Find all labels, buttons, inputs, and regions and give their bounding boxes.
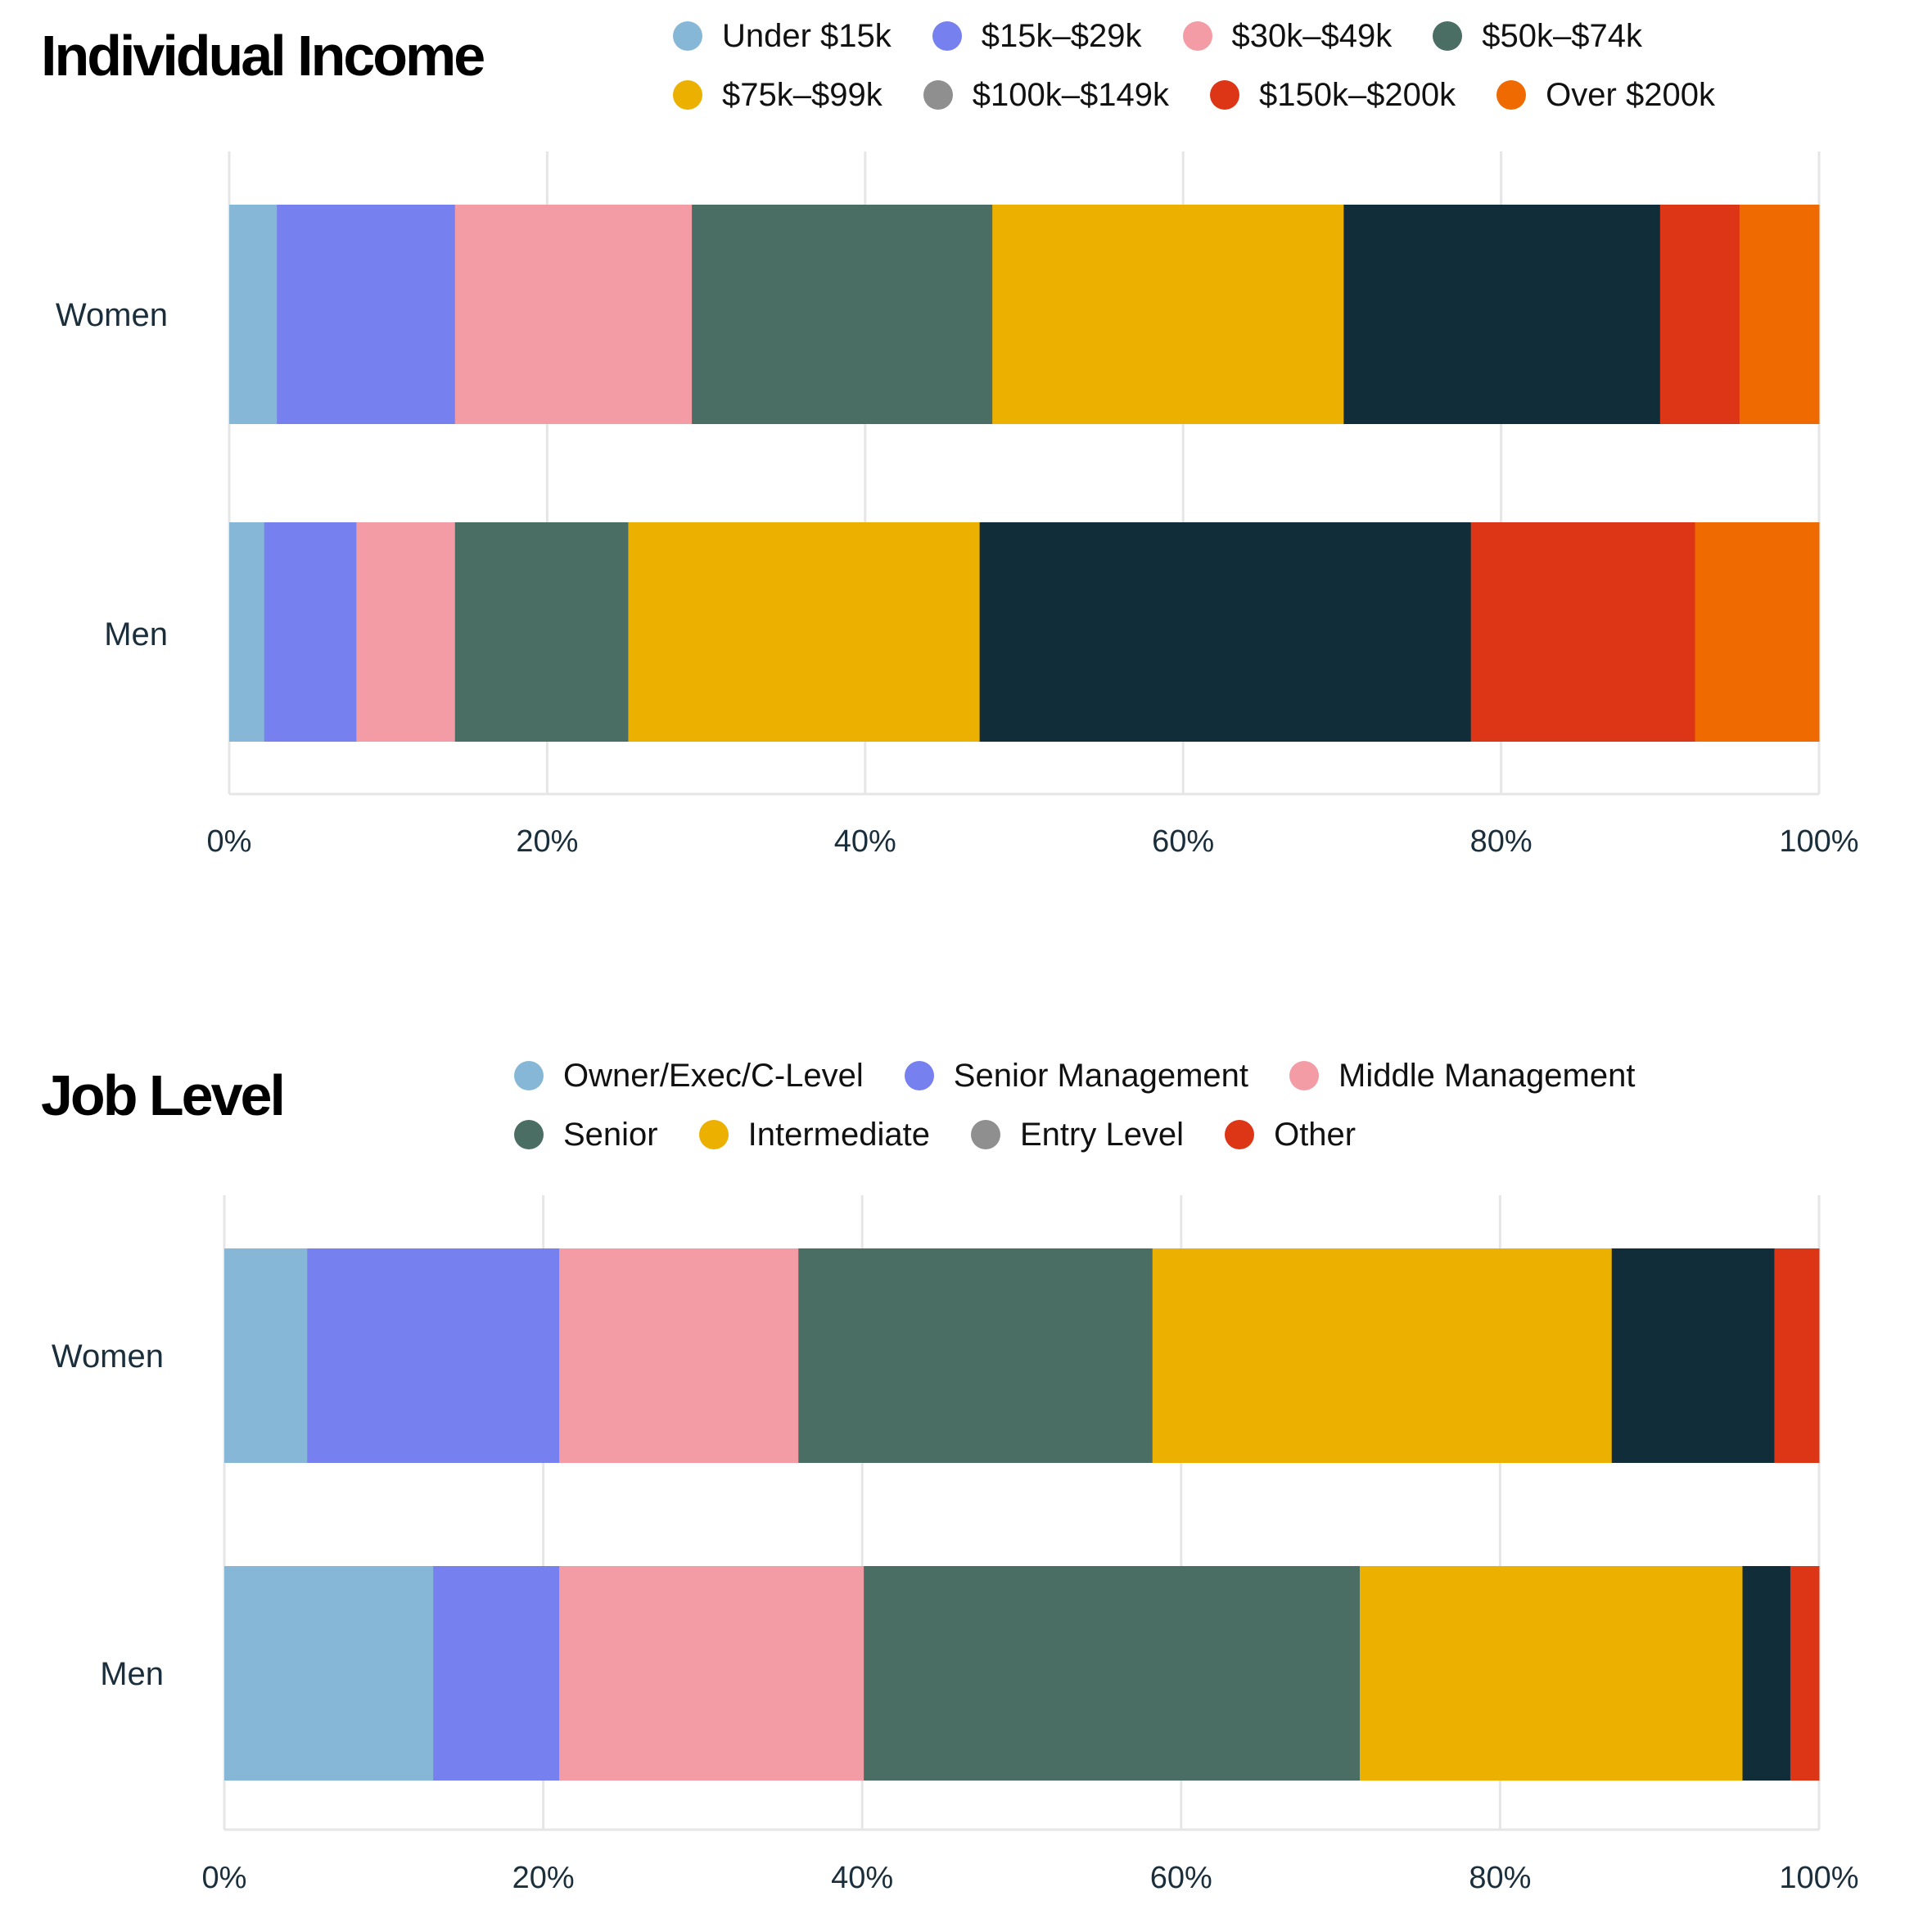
legend-item-owner-exec-c-level: Owner/Exec/C-Level (514, 1046, 864, 1105)
x-tick-label: 0% (202, 1861, 247, 1895)
legend-label: Over $200k (1546, 76, 1715, 113)
legend-item-senior-management: Senior Management (904, 1046, 1249, 1105)
legend-label: Under $15k (722, 17, 892, 54)
x-tick-label: 60% (1152, 824, 1214, 859)
legend-label: Middle Management (1338, 1057, 1636, 1094)
legend-swatch (1209, 80, 1239, 110)
bar-segment-men-owner-exec-c-level (224, 1566, 434, 1781)
bar-segment-women-75k-99k (992, 205, 1344, 424)
x-tick-label: 40% (834, 824, 896, 859)
bar-segment-men-50k-74k (454, 522, 629, 742)
bar-segment-women-middle-management (559, 1248, 799, 1463)
x-tick-label: 80% (1470, 824, 1533, 859)
legend-swatch (932, 21, 962, 51)
legend-label: Entry Level (1019, 1116, 1185, 1153)
x-tick-label: 60% (1150, 1861, 1212, 1895)
legend-item-middle-management: Middle Management (1289, 1046, 1635, 1105)
job-level-legend: Owner/Exec/C-Level Senior Management Middl… (514, 1046, 1791, 1164)
legend-swatch (673, 80, 702, 110)
bar-segment-women-under-15k (229, 205, 278, 424)
bar-segment-men-30k-49k (356, 522, 456, 742)
bar-segment-women-other (1774, 1248, 1820, 1463)
legend-swatch (673, 21, 702, 51)
legend-item-entry-level: Entry Level (970, 1105, 1185, 1164)
bar-segment-women-150k-200k (1659, 205, 1740, 424)
legend-swatch (1289, 1061, 1320, 1090)
bar-segment-women-100k-149k (1343, 205, 1661, 424)
x-tick-label: 80% (1469, 1861, 1531, 1895)
legend-swatch (1496, 80, 1527, 110)
bar-segment-men-over-200k (1695, 522, 1820, 742)
legend-item-intermediate: Intermediate (698, 1105, 930, 1164)
legend-label: $100k–$149k (972, 76, 1169, 113)
x-tick-label: 100% (1779, 824, 1858, 859)
bar-segment-women-intermediate (1152, 1248, 1613, 1463)
legend-label: $15k–$29k (981, 17, 1142, 54)
x-tick-label: 20% (516, 824, 578, 859)
legend-label: Owner/Exec/C-Level (563, 1057, 864, 1094)
legend-swatch (514, 1061, 544, 1090)
legend-item-over-200k: Over $200k (1496, 65, 1715, 124)
job-level-chart: Job Level Owner/Exec/C-Level Senior Manag… (0, 966, 1914, 1932)
category-label-men: Men (104, 616, 168, 652)
legend-swatch (698, 1120, 729, 1149)
bar-segment-men-intermediate (1359, 1566, 1743, 1781)
bar-segment-men-other (1790, 1566, 1820, 1781)
legend-swatch (514, 1120, 544, 1149)
legend-item-30k-49k: $30k–$49k (1182, 7, 1393, 65)
legend-item-100k-149k: $100k–$149k (923, 65, 1169, 124)
bar-segment-men-senior-management (433, 1566, 560, 1781)
job-level-plot: 0% 20% 40% 60% 80% 100% Women Men (52, 1195, 1859, 1895)
legend-item-other: Other (1225, 1105, 1356, 1164)
legend-item-75k-99k: $75k–$99k (673, 65, 883, 124)
income-plot: 0% 20% 40% 60% 80% 100% Women Men (56, 151, 1859, 859)
legend-label: $30k–$49k (1231, 17, 1393, 54)
category-label-women: Women (52, 1338, 164, 1375)
x-tick-label: 40% (831, 1861, 893, 1895)
income-chart-title: Individual Income (41, 24, 485, 88)
legend-label: Senior (563, 1116, 658, 1153)
legend-label: Other (1274, 1116, 1357, 1153)
bar-segment-women-15k-29k (277, 205, 456, 424)
legend-swatch (1182, 21, 1212, 51)
bar-segment-women-owner-exec-c-level (224, 1248, 308, 1463)
legend-label: $50k–$74k (1482, 17, 1642, 54)
legend-label: $150k–$200k (1258, 76, 1456, 113)
legend-item-150k-200k: $150k–$200k (1209, 65, 1456, 124)
legend-label: Intermediate (747, 1116, 930, 1153)
x-tick-label: 100% (1779, 1861, 1858, 1895)
x-tick-label: 0% (207, 824, 252, 859)
legend-item-senior: Senior (514, 1105, 658, 1164)
legend-swatch (904, 1061, 934, 1090)
legend-swatch (970, 1120, 1000, 1149)
legend-item-50k-74k: $50k–$74k (1433, 7, 1642, 65)
bar-segment-women-30k-49k (454, 205, 693, 424)
bar-segment-women-50k-74k (692, 205, 993, 424)
bar-segment-men-100k-149k (979, 522, 1472, 742)
bar-segment-women-senior-management (307, 1248, 560, 1463)
x-tick-label: 20% (512, 1861, 575, 1895)
bar-segment-men-under-15k (229, 522, 265, 742)
legend-swatch (1433, 21, 1463, 51)
job-level-chart-title: Job Level (41, 1063, 286, 1127)
bar-segment-women-over-200k (1739, 205, 1820, 424)
legend-label: Senior Management (953, 1057, 1249, 1094)
bar-segment-men-75k-99k (628, 522, 981, 742)
bar-segment-men-150k-200k (1470, 522, 1696, 742)
bar-segment-women-entry-level (1611, 1248, 1775, 1463)
bar-segment-men-senior (864, 1566, 1361, 1781)
bar-segment-men-15k-29k (264, 522, 357, 742)
legend-item-under-15k: Under $15k (673, 7, 892, 65)
income-legend: Under $15k $15k–$29k $30k–$49k $50k–$74k $75… (673, 7, 1901, 124)
bar-segment-men-entry-level (1742, 1566, 1791, 1781)
bar-segment-men-middle-management (559, 1566, 864, 1781)
legend-swatch (1225, 1120, 1255, 1149)
legend-swatch (923, 80, 953, 110)
legend-item-15k-29k: $15k–$29k (932, 7, 1142, 65)
bar-segment-women-senior (798, 1248, 1153, 1463)
legend-label: $75k–$99k (722, 76, 883, 113)
category-label-men: Men (100, 1656, 164, 1692)
category-label-women: Women (56, 297, 168, 333)
income-chart: Individual Income Under $15k $15k–$29k $30… (41, 7, 1901, 860)
